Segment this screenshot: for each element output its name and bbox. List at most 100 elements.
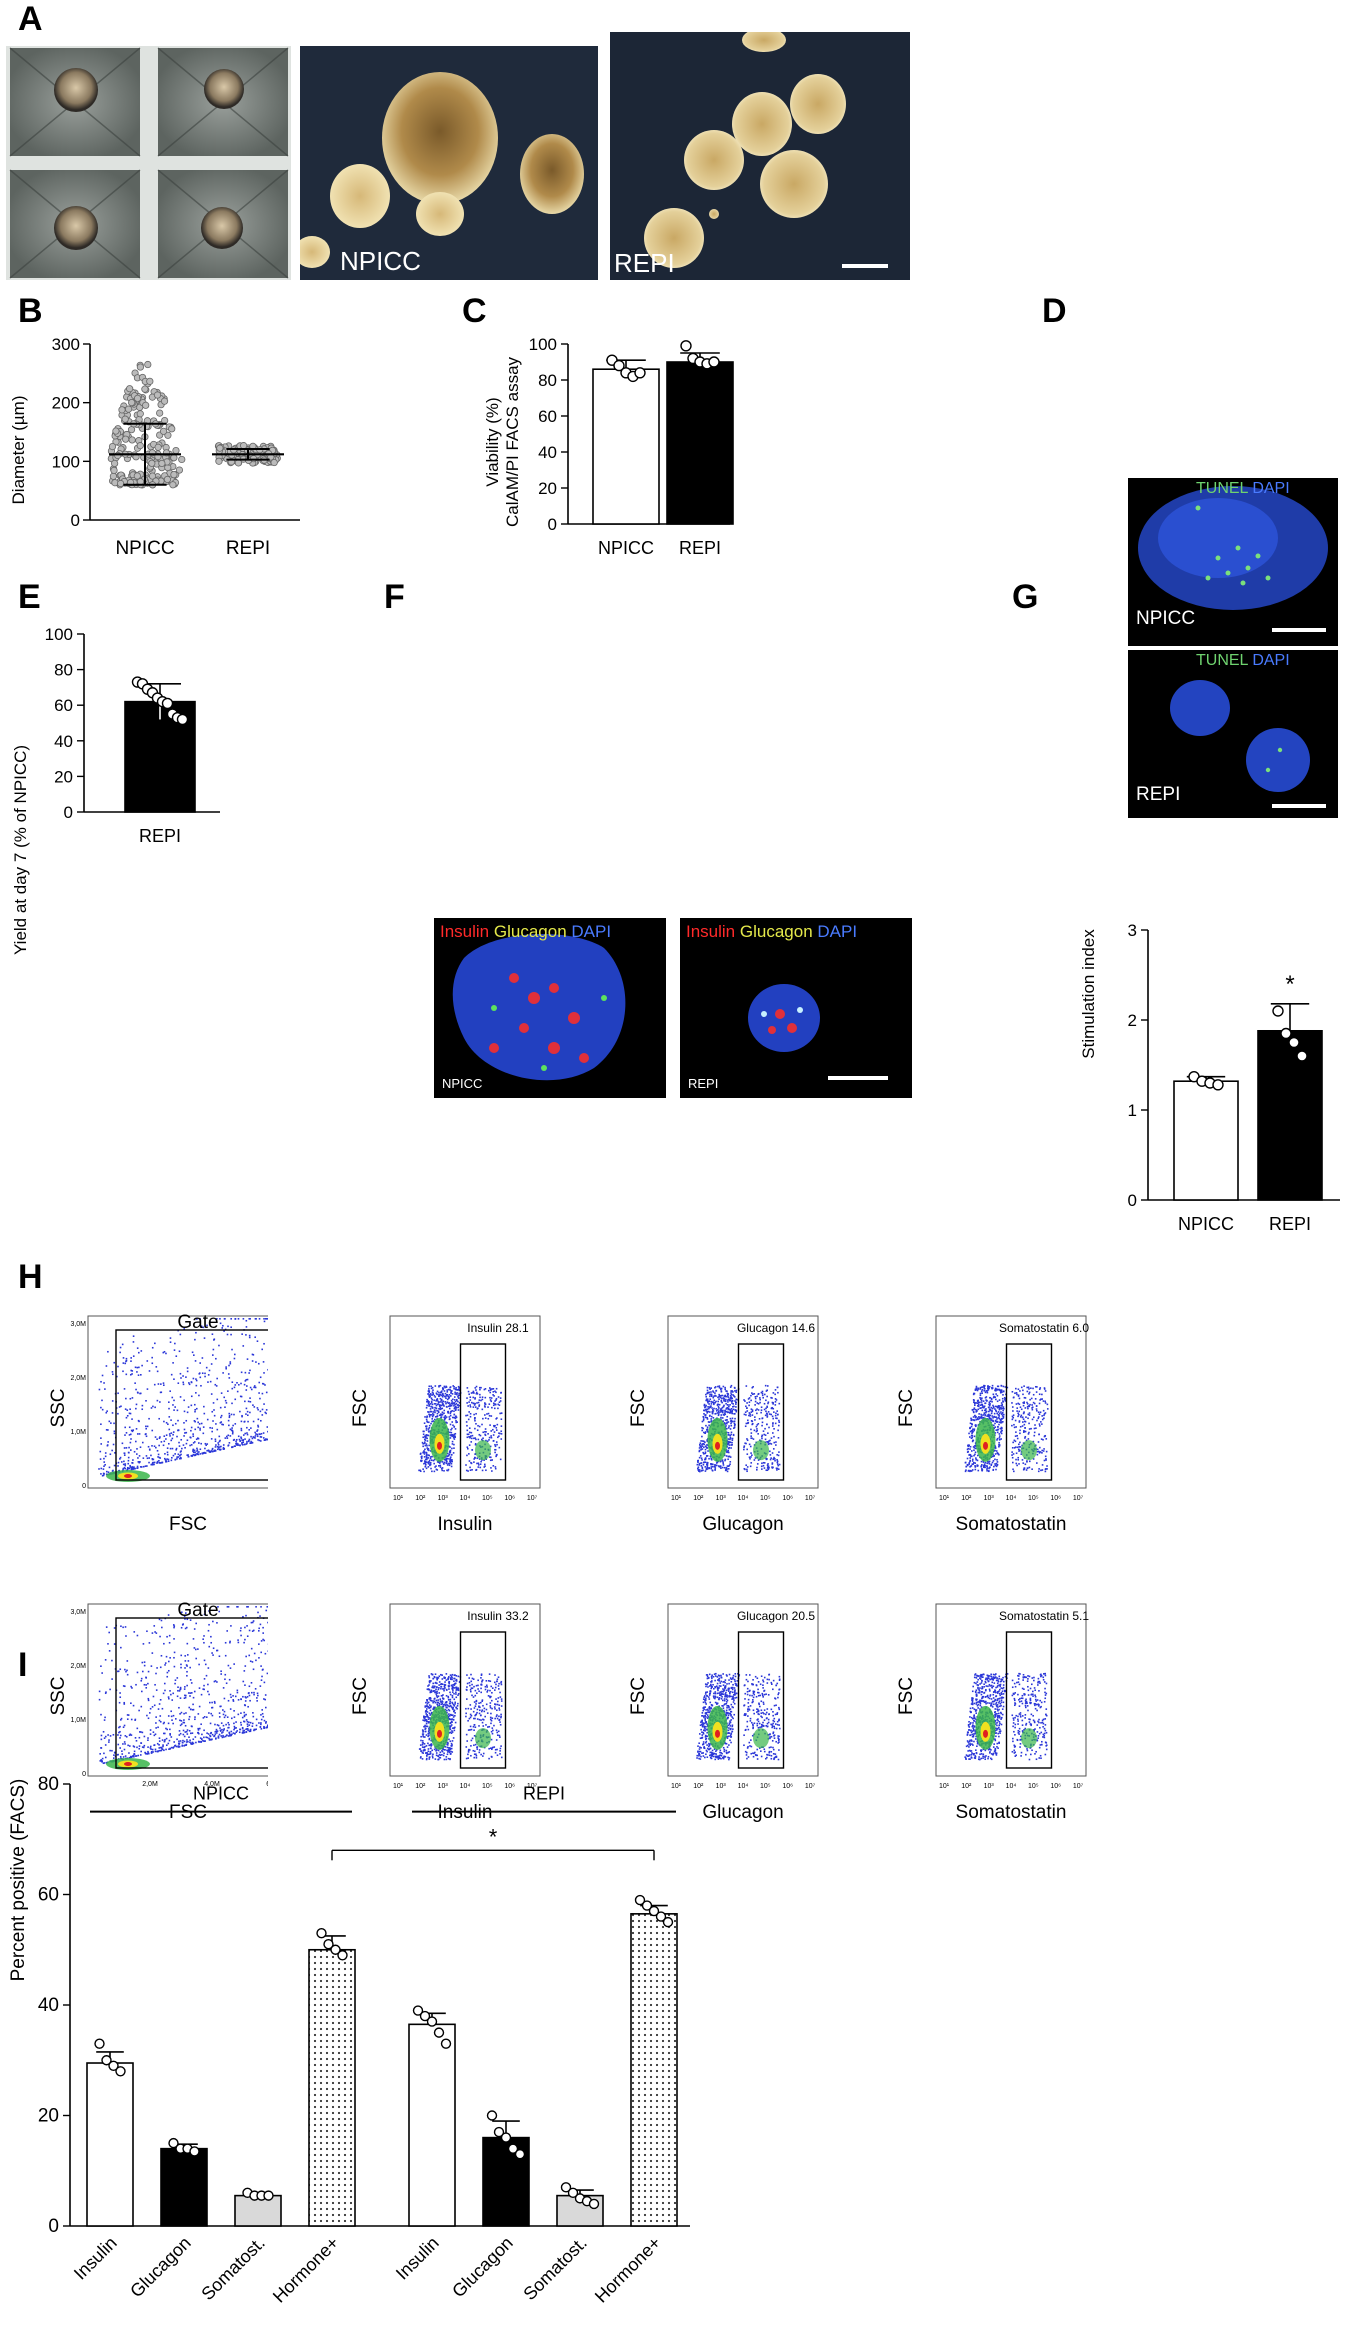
event-dot (979, 1392, 982, 1395)
event-dot (125, 1416, 128, 1419)
event-dot (223, 1736, 225, 1738)
event-dot (729, 1461, 732, 1463)
data-point (161, 697, 174, 710)
event-dot (427, 1400, 430, 1402)
event-dot (452, 1385, 455, 1387)
event-dot (126, 1415, 129, 1417)
event-dot (262, 1361, 265, 1363)
event-dot (750, 1452, 752, 1454)
event-dot (443, 1461, 446, 1464)
event-dot (192, 1638, 195, 1640)
event-dot (425, 1429, 428, 1431)
event-dot (214, 1680, 217, 1682)
event-dot (729, 1428, 732, 1430)
event-dot (1013, 1426, 1016, 1429)
event-dot (996, 1405, 998, 1408)
event-dot (729, 1394, 732, 1397)
event-dot (720, 1394, 722, 1397)
event-dot (203, 1613, 206, 1616)
event-dot (237, 1318, 240, 1320)
event-dot (995, 1410, 998, 1413)
event-dot (706, 1392, 708, 1395)
event-dot (1038, 1423, 1041, 1425)
event-dot (970, 1418, 973, 1421)
event-dot (214, 1733, 217, 1735)
event-dot (696, 1460, 699, 1462)
event-dot (974, 1414, 976, 1417)
event-dot (426, 1448, 429, 1451)
event-dot (174, 1679, 177, 1682)
event-dot (453, 1443, 455, 1446)
event-dot (112, 1443, 115, 1446)
event-dot (974, 1404, 976, 1407)
event-dot (479, 1396, 481, 1399)
event-dot (201, 1452, 204, 1454)
event-dot (490, 1456, 492, 1459)
event-dot (240, 1712, 242, 1714)
event-dot (156, 1462, 158, 1464)
event-dot (262, 1626, 264, 1629)
event-dot (233, 1710, 235, 1712)
event-dot (242, 1680, 245, 1683)
event-dot (1015, 1403, 1018, 1405)
event-dot (159, 1666, 162, 1669)
event-dot (194, 1408, 196, 1411)
event-dot (202, 1426, 205, 1428)
event-dot (450, 1460, 452, 1462)
event-dot (1017, 1395, 1020, 1397)
event-dot (161, 1461, 163, 1464)
event-dot (989, 1402, 991, 1405)
event-dot (198, 1442, 200, 1444)
event-dot (477, 1462, 480, 1465)
event-dot (709, 1398, 712, 1401)
event-dot (727, 1395, 729, 1397)
event-dot (195, 1378, 197, 1380)
event-dot (458, 1404, 460, 1407)
panel-letter-i: I (18, 1646, 28, 1684)
event-dot (155, 1446, 157, 1449)
event-dot (707, 1401, 709, 1404)
event-dot (174, 1422, 177, 1425)
event-dot (454, 1399, 456, 1401)
event-dot (154, 1631, 156, 1633)
event-dot (1011, 1447, 1014, 1449)
event-dot (113, 1430, 116, 1433)
event-dot (748, 1414, 750, 1417)
panel-letter-b: B (18, 292, 43, 330)
event-dot (975, 1447, 977, 1450)
event-dot (1026, 1467, 1029, 1469)
event-dot (178, 1441, 180, 1444)
event-dot (123, 1701, 126, 1704)
event-dot (998, 1407, 1001, 1409)
event-dot (756, 1428, 758, 1430)
event-dot (734, 1400, 736, 1402)
event-dot (202, 1688, 205, 1690)
event-dot (189, 1708, 192, 1711)
event-dot (974, 1424, 977, 1426)
event-dot (264, 1706, 267, 1709)
event-dot (1000, 1391, 1002, 1393)
event-dot (722, 1462, 725, 1465)
event-dot (1039, 1411, 1042, 1414)
event-dot (455, 1388, 458, 1391)
event-dot (988, 1404, 991, 1407)
event-dot (697, 1466, 700, 1469)
event-dot (979, 1401, 981, 1404)
event-dot (217, 1735, 220, 1738)
facs-xtick: 10⁷ (1073, 1495, 1084, 1502)
event-dot (713, 1403, 715, 1406)
event-dot (444, 1401, 447, 1403)
event-dot (732, 1394, 735, 1396)
event-dot (169, 1734, 172, 1736)
event-dot (179, 1719, 181, 1722)
event-dot (1036, 1450, 1039, 1453)
if-repi-image: Insulin Glucagon DAPI REPI (680, 918, 912, 1098)
event-dot (428, 1411, 430, 1413)
event-dot (130, 1369, 132, 1372)
event-dot (221, 1423, 223, 1426)
event-dot (993, 1454, 995, 1457)
event-dot (183, 1688, 186, 1690)
event-dot (135, 1428, 138, 1430)
event-dot (1013, 1447, 1016, 1449)
event-dot (174, 1718, 177, 1720)
